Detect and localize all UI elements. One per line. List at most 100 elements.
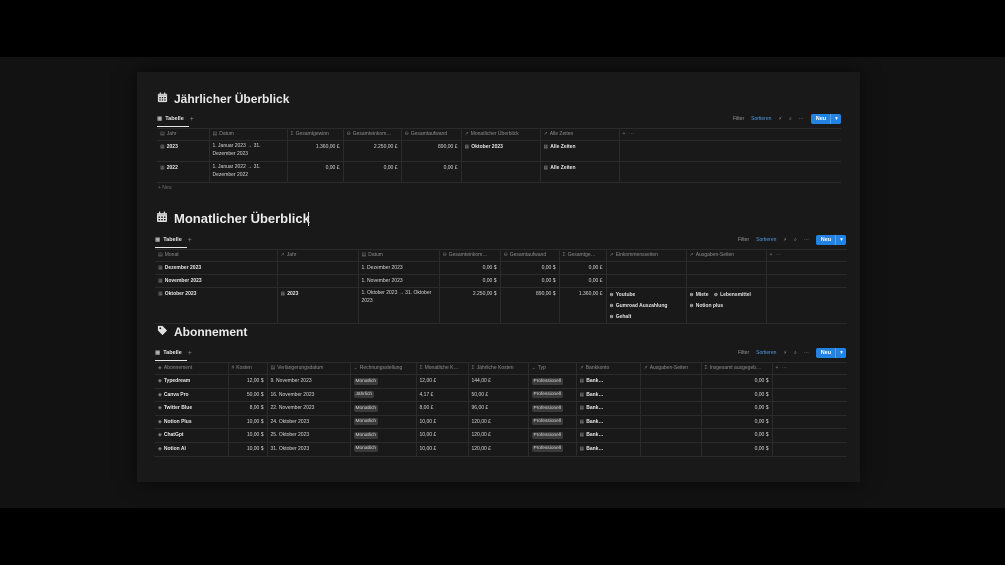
cell-verlaengerung[interactable]: 31. Oktober 2023 [267, 442, 351, 457]
cell-jahr[interactable] [277, 261, 359, 275]
col-add[interactable]: + ··· [772, 362, 847, 375]
cell-rechnung[interactable]: Monatlich [350, 401, 417, 416]
col-ausgaben[interactable]: ↗ Ausgaben-Seiten [640, 362, 702, 375]
table-row[interactable]: ◆ Notion AI 10,00 $31. Oktober 2023 Monatli… [155, 442, 847, 457]
col-add[interactable]: + ··· [766, 249, 847, 262]
cell-datum[interactable]: 1. Januar 2022 → 31. Dezember 2022 [209, 161, 288, 183]
table-row[interactable]: ▦ Dezember 2023 1. Dezember 2023 0,00 $ 0… [155, 261, 847, 275]
cell-abonnement[interactable]: ◆ Notion Plus [155, 415, 229, 430]
cell-abonnement[interactable]: ◆ ChatGpt [155, 428, 229, 443]
sort-button[interactable]: Sortieren [756, 237, 777, 243]
col-add[interactable]: + ··· [619, 128, 841, 141]
cell-rechnung[interactable]: Monatlich [350, 442, 417, 457]
automation-icon[interactable]: ⚡ [783, 237, 787, 243]
col-verlaengerung[interactable]: ▤ Verlängerungsdatum [267, 362, 351, 375]
sort-button[interactable]: Sortieren [751, 116, 772, 122]
cell-alle[interactable]: ▦ Alle Zeiten [540, 140, 620, 162]
col-gewinn[interactable]: Σ Gesamtgewinn [287, 128, 344, 141]
add-row-button[interactable]: + Neu [158, 185, 172, 191]
cell-abonnement[interactable]: ◆ Twitter Blue [155, 401, 229, 416]
cell-ausgaben[interactable]: ⊖ Miete ⊖ Lebensmittel ⊖ Notion plus [686, 287, 767, 324]
cell-kosten[interactable]: 10,00 $ [228, 415, 268, 430]
cell-ausgaben[interactable] [686, 261, 767, 275]
col-insgesamt[interactable]: Σ Insgesamt ausgegeb… [701, 362, 773, 375]
cell-kosten[interactable]: 10,00 $ [228, 442, 268, 457]
cell-typ[interactable]: Professionell [528, 388, 577, 403]
more-icon[interactable]: ··· [803, 350, 809, 356]
table-row[interactable]: ◆ Notion Plus 10,00 $24. Oktober 2023 Monat… [155, 415, 847, 430]
cell-bank[interactable]: ▦ Bank… [576, 388, 641, 403]
col-bank[interactable]: ↗ Bankkonto [576, 362, 641, 375]
cell-insgesamt[interactable]: 0,00 $ [701, 442, 773, 457]
cell-kosten[interactable]: 12,00 $ [228, 374, 268, 389]
cell-jaehrlich[interactable]: 50,00 £ [468, 388, 529, 403]
cell-aufwand[interactable]: 890,00 $ [500, 287, 560, 324]
cell-jahr[interactable] [277, 274, 359, 288]
cell-ausgaben[interactable] [640, 388, 702, 403]
cell-jahr[interactable]: ▦ 2023 [157, 140, 210, 162]
tab-tabelle-monthly[interactable]: ▦ Tabelle + [155, 234, 192, 246]
cell-monatlich[interactable]: 10,00 £ [416, 415, 469, 430]
cell-typ[interactable]: Professionell [528, 415, 577, 430]
tab-tabelle-abos[interactable]: ▦ Tabelle + [155, 347, 192, 359]
add-view-icon[interactable]: + [189, 115, 194, 123]
cell-rechnung[interactable]: Jährlich [350, 388, 417, 403]
more-icon[interactable]: ··· [803, 237, 809, 243]
col-monat[interactable]: ↗ Monatlicher Überblick [461, 128, 541, 141]
table-row[interactable]: ▦ 2023 1. Januar 2023 → 31. Dezember 2023… [157, 140, 841, 162]
col-jahr[interactable]: ▤ Jahr [157, 128, 210, 141]
filter-button[interactable]: Filter [738, 350, 750, 356]
table-row[interactable]: ◆ Canva Pro 50,00 $16. November 2023 Jährli… [155, 388, 847, 403]
more-icon[interactable]: ··· [798, 116, 804, 122]
cell-typ[interactable]: Professionell [528, 442, 577, 457]
cell-monatlich[interactable]: 4,17 £ [416, 388, 469, 403]
cell-jaehrlich[interactable]: 120,00 £ [468, 415, 529, 430]
col-rechnung[interactable]: ⌄ Rechnungsstellung [350, 362, 417, 375]
cell-ausgaben[interactable] [640, 374, 702, 389]
cell-insgesamt[interactable]: 0,00 $ [701, 388, 773, 403]
cell-einkommen[interactable]: 2.250,00 £ [343, 140, 402, 162]
cell-einkommen[interactable]: 2.250,00 $ [439, 287, 501, 324]
add-view-icon[interactable]: + [187, 236, 192, 244]
cell-einnahmen[interactable] [606, 261, 687, 275]
cell-verlaengerung[interactable]: 24. Oktober 2023 [267, 415, 351, 430]
search-icon[interactable]: ⌕ [788, 116, 792, 122]
cell-einkommen[interactable]: 0,00 £ [343, 161, 402, 183]
cell-gewinn[interactable]: 0,00 £ [559, 261, 607, 275]
col-einkommen[interactable]: ⊖ Gesamteinkom… [439, 249, 501, 262]
table-row[interactable]: ◆ Twitter Blue 8,00 $22. November 2023 Mona… [155, 401, 847, 416]
cell-insgesamt[interactable]: 0,00 $ [701, 374, 773, 389]
table-row[interactable]: ▦ 2022 1. Januar 2022 → 31. Dezember 2022… [157, 161, 841, 183]
cell-jahr[interactable]: ▦ 2023 [277, 287, 359, 324]
new-button[interactable]: Neu ▾ [810, 114, 841, 124]
relation-chip[interactable]: ⊖ Gumroad Auszahlung [610, 301, 668, 312]
col-monatlich[interactable]: Σ Monatliche K… [416, 362, 469, 375]
sort-button[interactable]: Sortieren [756, 350, 777, 356]
table-row[interactable]: ▦ Oktober 2023 ▦ 2023 1. Oktober 2023 → 31… [155, 287, 847, 324]
cell-aufwand[interactable]: 890,00 £ [401, 140, 462, 162]
col-ausgaben[interactable]: ↗ Ausgaben-Seiten [686, 249, 767, 262]
table-row[interactable]: ▦ November 2023 1. November 2023 0,00 $ 0… [155, 274, 847, 288]
col-gewinn[interactable]: Σ Gesamtge… [559, 249, 607, 262]
cell-jaehrlich[interactable]: 120,00 £ [468, 428, 529, 443]
new-button[interactable]: Neu ▾ [815, 348, 846, 358]
cell-datum[interactable]: 1. Oktober 2023 → 31. Oktober 2023 [358, 287, 440, 324]
relation-chip[interactable]: ⊖ Miete [690, 290, 709, 301]
cell-monatlich[interactable]: 12,00 £ [416, 374, 469, 389]
cell-bank[interactable]: ▦ Bank… [576, 374, 641, 389]
col-jahr[interactable]: ↗ Jahr [277, 249, 359, 262]
new-button[interactable]: Neu ▾ [815, 235, 846, 245]
col-aufwand[interactable]: ⊖ Gesamtaufwand [500, 249, 560, 262]
cell-insgesamt[interactable]: 0,00 $ [701, 415, 773, 430]
filter-button[interactable]: Filter [733, 116, 745, 122]
cell-verlaengerung[interactable]: 9. November 2023 [267, 374, 351, 389]
col-monat[interactable]: ▤ Monat [155, 249, 278, 262]
chevron-down-icon[interactable]: ▾ [835, 116, 838, 122]
cell-ausgaben[interactable] [640, 401, 702, 416]
cell-gewinn[interactable]: 0,00 £ [559, 274, 607, 288]
chevron-down-icon[interactable]: ▾ [840, 350, 843, 356]
relation-chip[interactable]: ⊖ Gehalt [610, 312, 632, 323]
cell-monat[interactable]: ▦ Dezember 2023 [155, 261, 278, 275]
cell-ausgaben[interactable] [640, 442, 702, 457]
filter-button[interactable]: Filter [738, 237, 750, 243]
